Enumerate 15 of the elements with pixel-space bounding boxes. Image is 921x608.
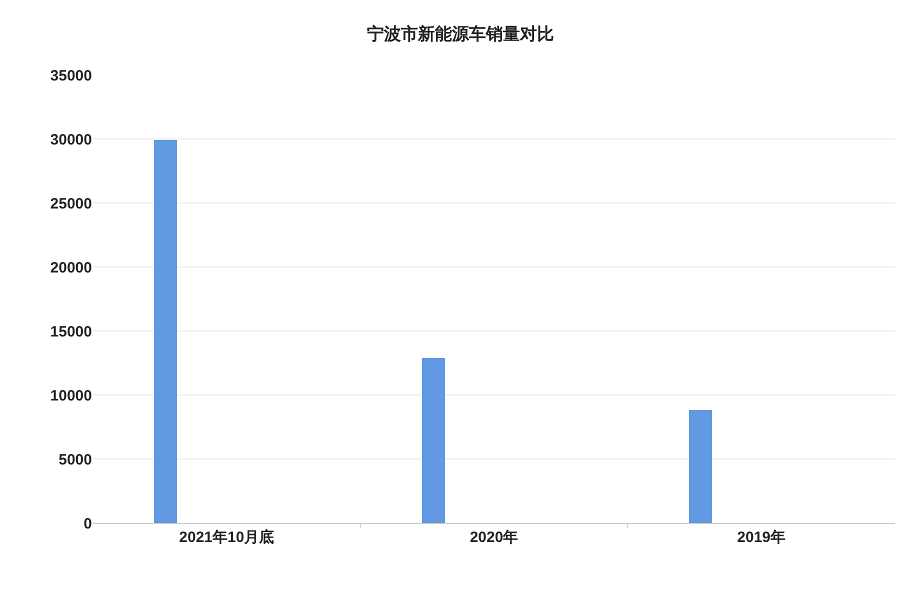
y-tick-label: 15000 (50, 323, 92, 340)
chart-title: 宁波市新能源车销量对比 (367, 24, 554, 44)
y-tick-label: 30000 (50, 131, 92, 148)
x-tick-label: 2021年10月底 (179, 528, 274, 546)
bar (154, 140, 177, 523)
y-tick-label: 0 (84, 515, 92, 532)
bar (689, 410, 712, 523)
y-tick-label: 20000 (50, 259, 92, 276)
y-tick-label: 5000 (58, 451, 92, 468)
x-tick-label: 2019年 (737, 529, 786, 546)
bar (422, 358, 445, 523)
y-tick-label: 10000 (50, 387, 92, 404)
y-tick-label: 25000 (50, 195, 92, 212)
y-tick-label: 35000 (50, 67, 92, 84)
x-tick-label: 2020年 (470, 529, 518, 546)
